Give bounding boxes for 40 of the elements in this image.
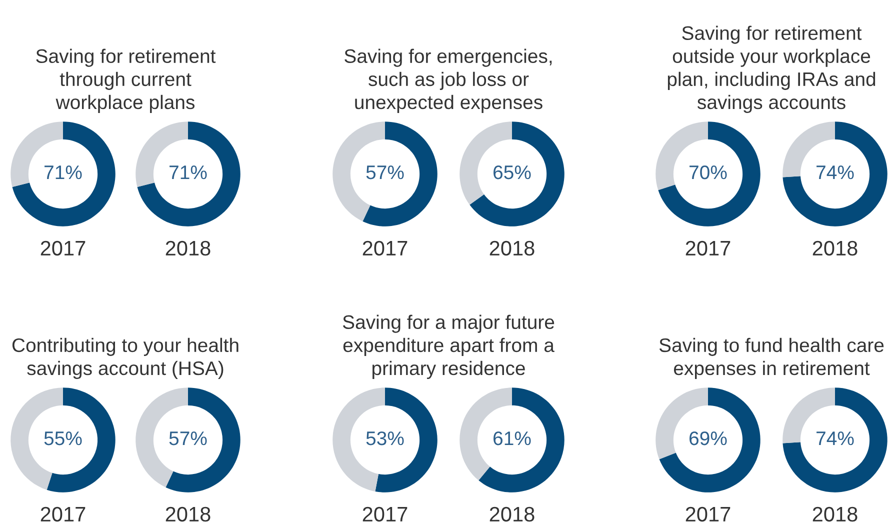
- donut-slice: [659, 388, 760, 492]
- donut-slice: [362, 122, 438, 226]
- data-label: 55%: [44, 432, 82, 446]
- data-label: 61%: [494, 431, 531, 446]
- text: 2017: [362, 240, 408, 256]
- data-label: 53%: [366, 431, 404, 446]
- chart-title: Saving for emergencies, such as job loss or unexpected expenses: [344, 48, 552, 113]
- data-label: 70%: [690, 165, 727, 180]
- chart-title: Saving for retirement through current workplace plans: [36, 48, 216, 113]
- text: 2018: [812, 240, 858, 256]
- donut-slice: [478, 388, 564, 492]
- text: 2017: [686, 506, 730, 522]
- donut-slice: [782, 388, 888, 492]
- donut-slice: [782, 122, 888, 226]
- data-label: 57%: [366, 166, 404, 180]
- chart-title: Saving for a major future expenditure apart from a primary residence: [342, 314, 554, 379]
- donut-slice: [166, 388, 240, 492]
- chart-title: Saving to fund health care expenses in retirement: [659, 338, 884, 379]
- data-label: 74%: [816, 166, 854, 180]
- chart-title: Saving for retirement outside your workplace plan, including IRAs and savings accounts: [668, 26, 876, 113]
- text: 2018: [166, 240, 210, 256]
- donut-slice: [658, 122, 760, 226]
- text: 2018: [490, 240, 534, 256]
- data-label: 69%: [690, 431, 727, 446]
- text: 2017: [40, 240, 86, 256]
- data-label: 71%: [44, 166, 82, 180]
- data-label: 65%: [494, 165, 531, 180]
- donut-slice: [470, 122, 564, 226]
- donut-slice: [12, 122, 116, 226]
- donut-slice: [137, 122, 240, 226]
- data-label: 57%: [169, 432, 207, 446]
- chart-title: Contributing to your health savings account (HSA): [12, 338, 238, 379]
- data-label: 74%: [816, 432, 854, 446]
- text: 2017: [40, 506, 86, 522]
- text: 2018: [812, 506, 858, 522]
- text: 2018: [490, 506, 534, 522]
- text: 2018: [166, 506, 210, 522]
- data-label: 71%: [170, 166, 207, 180]
- text: 2017: [362, 506, 408, 522]
- text: 2017: [686, 240, 730, 256]
